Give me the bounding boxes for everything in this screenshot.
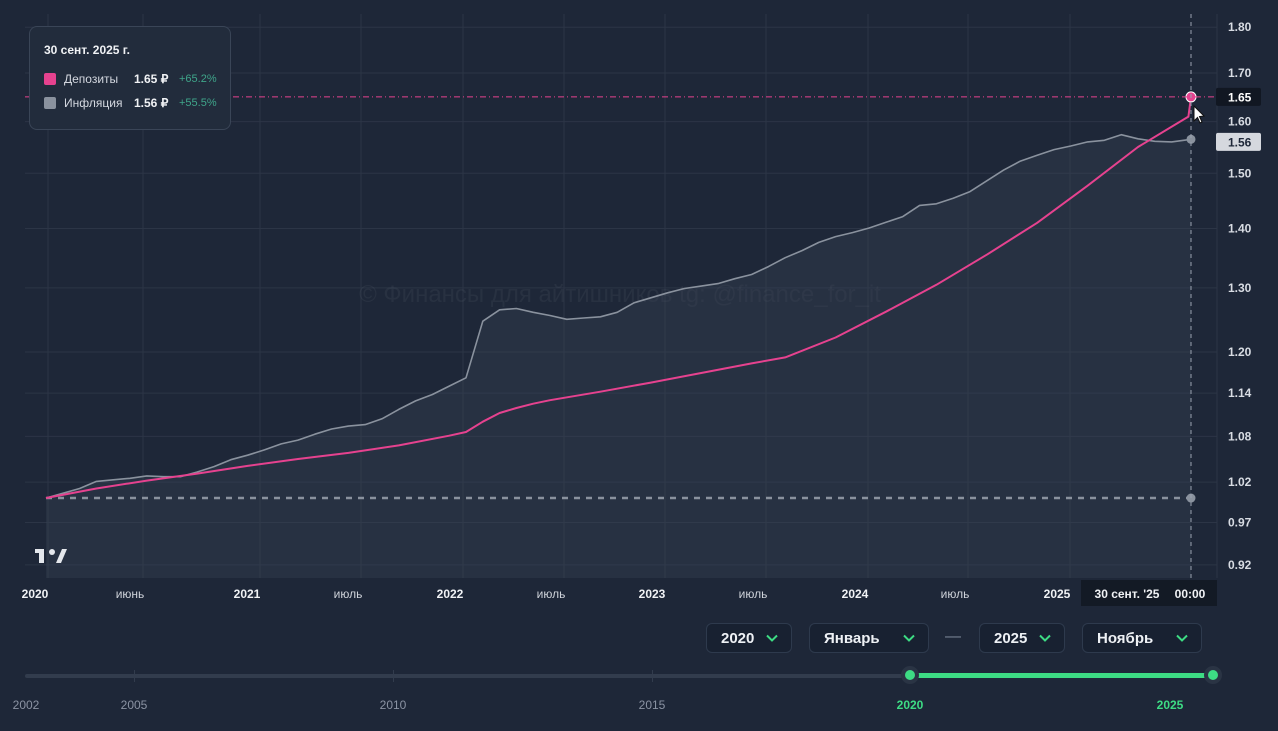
y-tick-label: 1.20 — [1228, 345, 1252, 359]
crosshair-date-label: 30 сент. '25 — [1095, 587, 1160, 601]
chevron-down-icon — [1176, 634, 1188, 642]
chart-area[interactable]: © Финансы для айтишников tg: @finance_fo… — [0, 0, 1278, 610]
price-label-box — [1216, 132, 1261, 151]
y-tick-label: 1.80 — [1228, 20, 1252, 34]
x-tick-label: 2022 — [437, 587, 464, 601]
legend-swatch — [44, 97, 56, 109]
range-slider-year-label: 2020 — [896, 698, 924, 712]
tooltip-date: 30 сент. 2025 г. — [44, 43, 130, 57]
range-slider-year-label: 2002 — [12, 698, 40, 712]
chevron-down-icon — [903, 634, 915, 642]
x-axis-labels: 2020 июнь 2021 июль 2022 июль 2023 июль 2024 июль… — [22, 587, 1071, 601]
price-label: 1.65 — [1228, 90, 1252, 104]
tooltip-row: Инфляция 1.56 ₽ +55.5% — [44, 95, 217, 111]
start-year-select[interactable]: 2020 — [706, 623, 792, 653]
start-month-select[interactable]: Январь — [809, 623, 929, 653]
x-tick-label: июль — [941, 587, 970, 601]
tooltip-row: Депозиты 1.65 ₽ +65.2% — [44, 71, 217, 87]
y-tick-label: 1.02 — [1228, 475, 1252, 489]
series-area-inflation — [46, 134, 1191, 578]
end-month-select[interactable]: Ноябрь — [1082, 623, 1202, 653]
start-year-value: 2020 — [721, 629, 755, 647]
range-slider-year-label: 2015 — [638, 698, 666, 712]
series-line-inflation — [45, 133, 1192, 499]
range-slider-year-label: 2010 — [379, 698, 407, 712]
x-tick-label: июль — [739, 587, 768, 601]
y-tick-label: 1.70 — [1228, 66, 1252, 80]
y-tick-label: 1.60 — [1228, 115, 1252, 129]
legend-swatch — [44, 73, 56, 85]
tooltip-series-name: Депозиты — [64, 72, 119, 86]
x-tick-label: июль — [334, 587, 363, 601]
end-year-select[interactable]: 2025 — [979, 623, 1065, 653]
y-tick-label: 1.30 — [1228, 281, 1252, 295]
price-labels: 1.65 1.56 — [1216, 87, 1261, 151]
range-separator: — — [945, 628, 961, 645]
price-label-box — [1216, 87, 1261, 106]
crosshair-time-label: 00:00 — [1175, 587, 1206, 601]
range-slider-selection[interactable] — [910, 673, 1213, 678]
tooltip-series-value: 1.56 ₽ — [134, 96, 169, 110]
x-tick-label: 2025 — [1044, 587, 1071, 601]
tooltip-series-change: +65.2% — [179, 73, 217, 85]
y-tick-label: 0.97 — [1228, 515, 1252, 529]
y-tick-label: 1.50 — [1228, 166, 1252, 180]
x-tick-label: 2021 — [234, 587, 261, 601]
y-tick-label: 1.40 — [1228, 222, 1252, 236]
x-tick-label: июнь — [116, 587, 145, 601]
tooltip-series-name: Инфляция — [64, 96, 123, 110]
x-tick-label: 2020 — [22, 587, 49, 601]
price-label: 1.56 — [1228, 135, 1252, 149]
series-line-deposits — [45, 96, 1192, 499]
range-slider-tick — [652, 670, 653, 682]
range-slider-tick — [134, 670, 135, 682]
chevron-down-icon — [766, 634, 778, 642]
y-axis-labels: 1.80 1.70 1.60 1.50 1.40 1.30 1.20 1.14 1.08 1.02… — [1228, 20, 1252, 572]
range-slider-year-label: 2005 — [120, 698, 148, 712]
range-slider-year-label: 2025 — [1156, 698, 1184, 712]
chart-watermark: © Финансы для айтишников tg: @finance_fo… — [359, 281, 881, 308]
baseline-end-point — [1186, 493, 1196, 503]
x-tick-label: июль — [537, 587, 566, 601]
range-slider-start-handle[interactable] — [901, 666, 919, 684]
series-end-point-inflation — [1186, 134, 1196, 144]
y-tick-label: 0.92 — [1228, 558, 1252, 572]
mouse-cursor-icon — [1193, 104, 1206, 124]
crosshair-date-box — [1081, 580, 1217, 606]
baseline — [46, 493, 1196, 503]
tooltip-series-change: +55.5% — [179, 97, 217, 109]
y-tick-label: 1.08 — [1228, 429, 1252, 443]
range-slider-track[interactable] — [25, 674, 1215, 678]
x-tick-label: 2023 — [639, 587, 666, 601]
chevron-down-icon — [1039, 634, 1051, 642]
end-month-value: Ноябрь — [1097, 629, 1154, 647]
data-tooltip: 30 сент. 2025 г. Депозиты 1.65 ₽ +65.2% Инфл… — [29, 26, 231, 130]
tooltip-series-value: 1.65 ₽ — [134, 72, 169, 86]
start-month-value: Январь — [824, 629, 880, 647]
range-slider-tick — [393, 670, 394, 682]
range-slider-end-handle[interactable] — [1204, 666, 1222, 684]
end-year-value: 2025 — [994, 629, 1028, 647]
series-areas — [46, 134, 1191, 578]
x-tick-label: 2024 — [842, 587, 869, 601]
tradingview-logo-icon[interactable] — [35, 549, 67, 563]
y-tick-label: 1.14 — [1228, 386, 1252, 400]
